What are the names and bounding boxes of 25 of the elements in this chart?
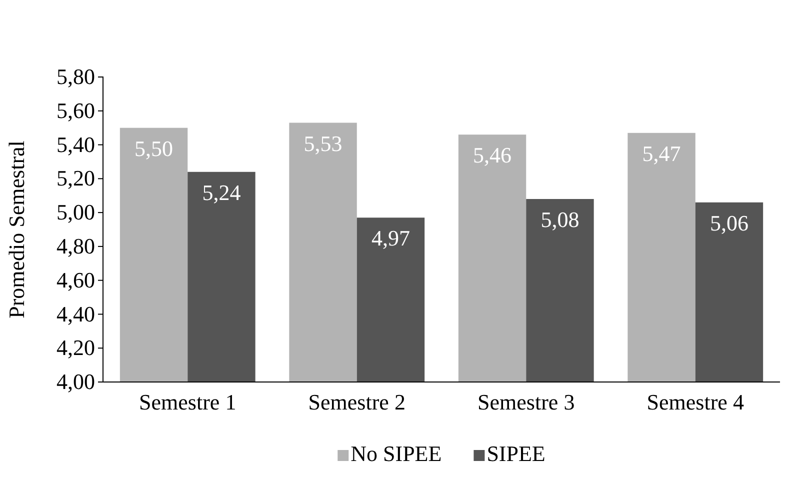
data-label: 4,97 xyxy=(371,226,410,251)
x-tick-label: Semestre 4 xyxy=(646,390,744,415)
y-tick-label: 4,40 xyxy=(56,301,95,326)
data-label: 5,50 xyxy=(134,136,174,161)
y-tick-label: 4,80 xyxy=(56,233,95,258)
x-tick-label: Semestre 2 xyxy=(308,390,406,415)
x-tick-label: Semestre 1 xyxy=(139,390,236,415)
data-label: 5,24 xyxy=(202,180,241,205)
legend-label: No SIPEE xyxy=(350,441,442,466)
y-tick-label: 4,00 xyxy=(56,369,95,394)
y-tick-label: 5,20 xyxy=(56,166,95,191)
y-tick-label: 5,80 xyxy=(56,64,95,90)
data-label: 5,47 xyxy=(642,140,681,166)
y-tick-label: 5,60 xyxy=(56,98,95,123)
y-axis-title: Promedio Semestral xyxy=(4,140,29,318)
y-tick-label: 4,60 xyxy=(56,267,95,292)
y-tick-label: 5,40 xyxy=(56,132,95,157)
data-label: 5,46 xyxy=(473,142,512,168)
y-tick-label: 4,20 xyxy=(56,335,95,360)
x-tick-label: Semestre 3 xyxy=(478,390,575,415)
data-label: 5,08 xyxy=(540,207,580,232)
y-tick-label: 5,00 xyxy=(56,200,95,225)
legend-label: SIPEE xyxy=(486,441,546,466)
data-label: 5,06 xyxy=(710,210,748,236)
data-label: 5,53 xyxy=(304,130,342,156)
